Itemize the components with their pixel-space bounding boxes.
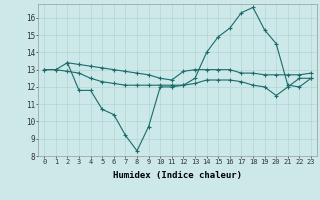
X-axis label: Humidex (Indice chaleur): Humidex (Indice chaleur) bbox=[113, 171, 242, 180]
